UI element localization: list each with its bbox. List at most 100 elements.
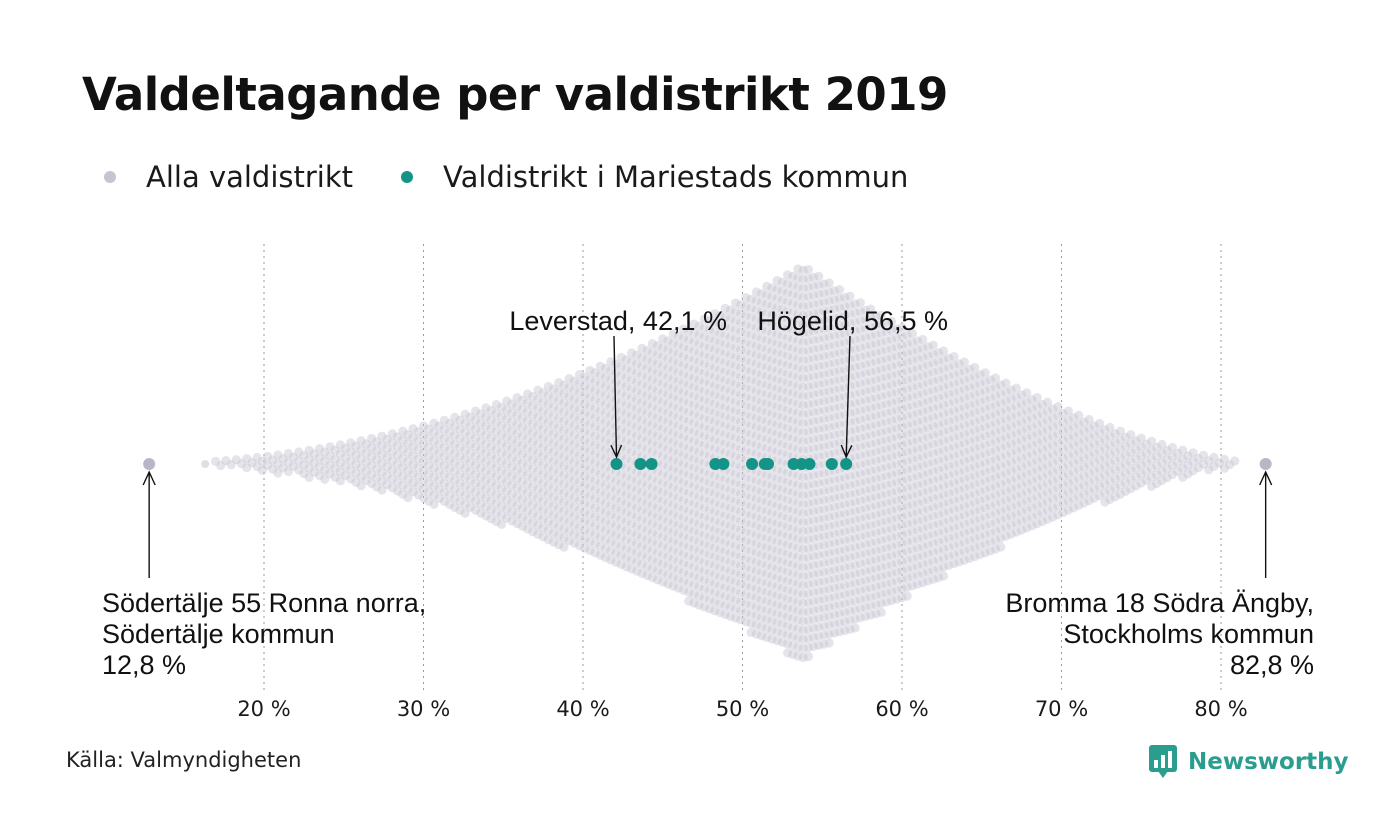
district-point — [673, 574, 683, 584]
district-point — [294, 447, 304, 457]
district-point — [668, 473, 678, 483]
district-point — [933, 420, 943, 430]
district-point — [767, 400, 777, 410]
district-point — [860, 476, 871, 486]
district-point — [491, 453, 501, 464]
district-point — [855, 325, 865, 335]
district-point — [642, 417, 652, 428]
district-point — [564, 455, 574, 465]
district-point — [1001, 378, 1011, 388]
district-point — [694, 519, 704, 529]
district-point — [990, 508, 1001, 518]
district-point — [1016, 417, 1027, 427]
district-point — [762, 353, 772, 363]
district-point — [1042, 496, 1053, 506]
district-point — [429, 481, 439, 491]
district-point — [538, 460, 548, 470]
district-point — [814, 595, 824, 605]
district-point — [710, 552, 720, 562]
district-point — [574, 459, 585, 470]
district-point — [736, 606, 746, 616]
district-point — [673, 493, 683, 503]
district-point — [668, 374, 678, 384]
district-point — [621, 409, 631, 419]
district-point — [242, 463, 252, 473]
district-point — [975, 424, 985, 434]
district-point — [777, 529, 787, 539]
district-point — [975, 442, 985, 452]
district-point — [871, 501, 881, 511]
district-point — [756, 370, 767, 380]
district-point — [476, 499, 486, 509]
district-point — [902, 393, 912, 403]
district-point — [1027, 458, 1037, 468]
district-point — [580, 516, 590, 526]
district-point — [626, 474, 637, 484]
district-point — [923, 486, 933, 496]
district-point — [907, 445, 917, 456]
district-point — [559, 470, 569, 480]
district-point — [814, 568, 824, 578]
district-point — [585, 437, 595, 448]
district-point — [876, 517, 886, 527]
district-point — [772, 411, 782, 421]
district-point — [970, 452, 980, 463]
district-point — [798, 625, 808, 636]
district-point — [829, 322, 839, 332]
district-point — [762, 281, 772, 291]
district-point — [959, 474, 969, 484]
district-point — [990, 400, 1001, 410]
district-point — [730, 523, 741, 533]
district-point — [663, 336, 673, 346]
district-point — [434, 493, 444, 503]
district-point — [1089, 475, 1099, 485]
district-point — [678, 468, 689, 478]
district-point — [762, 317, 772, 327]
district-point — [678, 576, 689, 586]
district-point — [777, 520, 787, 530]
district-point — [1079, 498, 1089, 508]
district-point — [616, 370, 626, 381]
district-point — [522, 425, 533, 435]
district-point — [860, 521, 871, 531]
district-point — [923, 342, 933, 352]
district-point — [907, 364, 917, 375]
district-point — [678, 333, 689, 343]
district-point — [954, 413, 964, 423]
district-point — [512, 392, 522, 403]
district-point — [663, 516, 673, 526]
district-point — [730, 559, 741, 569]
district-point — [990, 382, 1001, 392]
district-point — [782, 423, 793, 433]
district-point — [694, 348, 704, 358]
district-point — [1105, 467, 1115, 477]
district-point — [590, 467, 600, 477]
district-point — [1053, 411, 1063, 421]
district-point — [382, 452, 392, 463]
district-point — [772, 492, 782, 502]
district-point — [793, 606, 803, 616]
annotation-label: Stockholms kommun — [1063, 619, 1314, 649]
district-point — [595, 514, 605, 524]
district-point — [1105, 431, 1115, 441]
district-point — [964, 526, 975, 536]
district-point — [574, 468, 585, 479]
district-point — [351, 441, 361, 451]
district-point — [1032, 393, 1042, 403]
district-point — [954, 377, 964, 387]
district-point — [762, 533, 772, 543]
district-point — [730, 496, 741, 506]
district-point — [902, 573, 912, 583]
district-point — [814, 424, 824, 434]
district-point — [762, 434, 772, 444]
district-point — [1063, 442, 1073, 452]
district-point — [730, 442, 741, 452]
district-point — [585, 455, 595, 466]
district-point — [1006, 493, 1016, 503]
district-point — [772, 276, 782, 286]
district-point — [424, 478, 434, 488]
district-point — [470, 496, 481, 506]
district-point — [652, 440, 663, 450]
district-point — [585, 464, 595, 475]
district-point — [684, 569, 694, 579]
